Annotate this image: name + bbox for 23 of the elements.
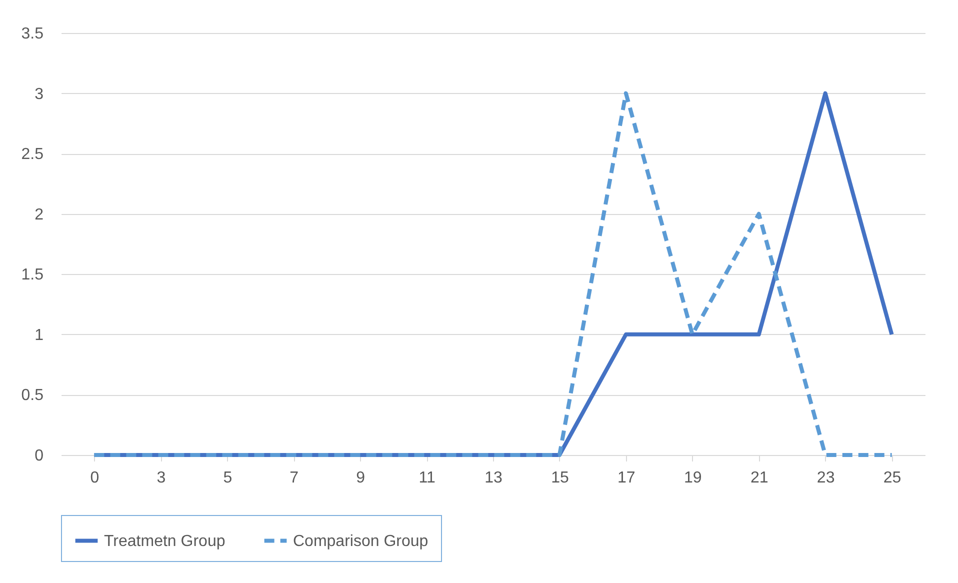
x-tick-label: 0 [90,470,100,486]
x-tick-label: 5 [223,470,232,486]
x-tick-label: 23 [816,470,835,486]
x-tick-label: 9 [356,470,366,486]
y-tick-label: 3.5 [21,26,44,42]
x-tick-label: 7 [290,470,299,486]
x-tick-label: 15 [551,470,569,486]
x-tick-label: 19 [684,470,702,486]
x-tick-label: 21 [750,470,768,486]
y-tick-label: 1.5 [21,266,44,284]
y-tick-label: 2.5 [21,146,44,164]
x-tick-label: 11 [418,470,436,486]
x-tick-label: 13 [484,470,502,486]
legend-label: Treatmetn Group [104,532,226,550]
x-tick-label: 25 [883,470,902,486]
y-tick-label: 2 [34,206,44,224]
legend-label: Comparison Group [293,532,428,550]
x-tick-label: 17 [618,470,636,486]
x-tick-label: 3 [156,470,166,486]
y-tick-label: 0 [34,448,44,464]
y-tick-label: 3 [34,86,44,103]
y-tick-label: 0.5 [21,387,44,404]
y-tick-label: 1 [34,326,44,344]
